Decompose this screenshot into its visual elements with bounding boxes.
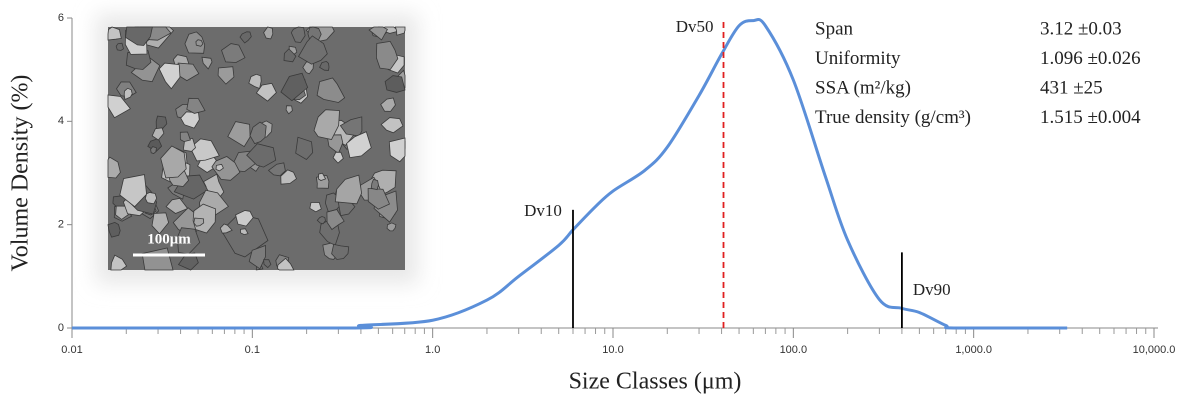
y-tick-label: 2 bbox=[58, 219, 64, 231]
x-tick-label: 0.01 bbox=[61, 344, 82, 356]
x-tick-label: 10.0 bbox=[602, 344, 623, 356]
stat-name: SSA (m²/kg) bbox=[815, 77, 911, 98]
x-tick-label: 1.0 bbox=[425, 344, 440, 356]
dv-label: Dv90 bbox=[913, 280, 951, 299]
x-tick-label: 10,000.0 bbox=[1133, 344, 1176, 356]
y-axis-label: Volume Density (%) bbox=[8, 75, 34, 272]
y-tick-label: 0 bbox=[58, 322, 64, 334]
x-axis-label: Size Classes (μm) bbox=[569, 369, 742, 395]
dv-label: Dv50 bbox=[676, 17, 714, 36]
rock bbox=[116, 43, 123, 50]
scale-bar-label: 100μm bbox=[147, 231, 191, 247]
y-tick-label: 4 bbox=[58, 115, 64, 127]
x-tick-label: 1,000.0 bbox=[955, 344, 992, 356]
rock bbox=[145, 193, 156, 204]
stat-value: 3.12 ±0.03 bbox=[1040, 18, 1122, 39]
stat-value: 431 ±25 bbox=[1040, 77, 1103, 98]
x-tick-label: 100.0 bbox=[780, 344, 808, 356]
inset-image: 100μm bbox=[96, 14, 418, 284]
y-tick-label: 6 bbox=[58, 12, 64, 24]
stat-name: Span bbox=[815, 18, 854, 39]
chart: 100μm Size Classes (μm) Volume Density (… bbox=[0, 0, 1181, 402]
stat-value: 1.096 ±0.026 bbox=[1040, 48, 1141, 69]
dv-label: Dv10 bbox=[524, 201, 562, 220]
stat-name: True density (g/cm³) bbox=[815, 107, 971, 128]
stat-value: 1.515 ±0.004 bbox=[1040, 107, 1141, 128]
x-tick-label: 0.1 bbox=[245, 344, 260, 356]
stat-name: Uniformity bbox=[815, 48, 901, 69]
